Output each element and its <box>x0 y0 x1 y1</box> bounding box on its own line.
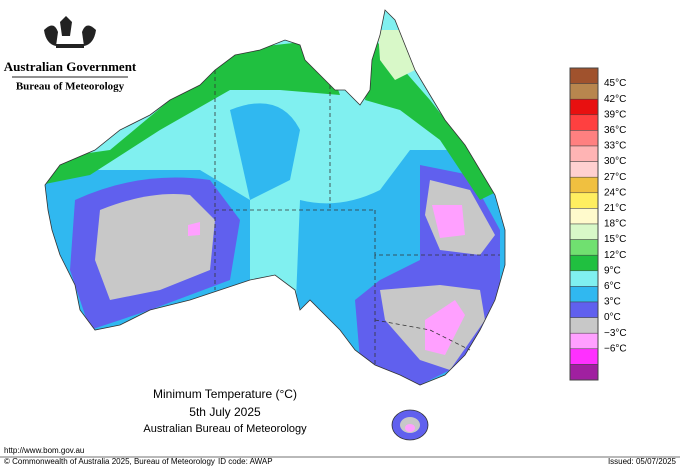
legend-label: 12°C <box>604 250 626 261</box>
map-source: Australian Bureau of Meteorology <box>143 423 307 435</box>
legend-label: 6°C <box>604 281 621 292</box>
legend-swatch <box>569 223 599 240</box>
legend-label: 33°C <box>604 141 626 152</box>
legend-label: 36°C <box>604 125 626 136</box>
legend-swatch <box>569 270 599 287</box>
legend-label: 45°C <box>604 78 626 89</box>
legend-swatch <box>569 145 599 162</box>
legend-swatch <box>569 83 599 100</box>
map-title: Minimum Temperature (°C) <box>153 387 297 401</box>
legend-swatch <box>569 317 599 334</box>
government-name: Australian Government <box>4 59 137 74</box>
legend-label: 24°C <box>604 187 626 198</box>
map-date: 5th July 2025 <box>189 405 261 419</box>
legend-swatch <box>569 161 599 178</box>
legend-swatch <box>569 208 599 225</box>
legend-swatch <box>569 254 599 272</box>
legend-label: 39°C <box>604 109 626 120</box>
footer-issued: Issued: 05/07/2025 <box>608 457 677 466</box>
footer-copyright: © Commonwealth of Australia 2025, Bureau… <box>4 457 215 466</box>
crest <box>44 16 96 48</box>
legend-swatch <box>569 286 599 303</box>
legend-label: 21°C <box>604 203 626 214</box>
footer-url: http://www.bom.gov.au <box>4 446 84 455</box>
legend-label: 18°C <box>604 219 626 230</box>
legend-label: 9°C <box>604 265 621 276</box>
legend-label: 42°C <box>604 94 626 105</box>
legend-label: 3°C <box>604 297 621 308</box>
legend-swatch <box>569 364 599 381</box>
legend-label: −6°C <box>604 343 627 354</box>
coastline <box>44 9 506 386</box>
legend: 45°C 42°C 39°C 36°C 33°C 30°C 27°C 24°C 21°C 18°C… <box>569 67 627 381</box>
state-borders <box>214 70 500 365</box>
legend-label: 27°C <box>604 172 626 183</box>
legend-swatch <box>569 176 599 194</box>
footer-id: ID code: AWAP <box>218 457 273 466</box>
legend-label: 15°C <box>604 234 626 245</box>
legend-swatch <box>569 192 599 209</box>
legend-swatch <box>569 130 599 147</box>
legend-label: 30°C <box>604 156 626 167</box>
legend-swatch <box>569 114 599 131</box>
legend-label: −3°C <box>604 328 627 339</box>
tasmania-coastline <box>391 409 429 441</box>
legend-swatch <box>569 67 599 84</box>
legend-swatch <box>569 348 599 365</box>
legend-frame <box>569 67 599 381</box>
legend-swatch <box>569 332 599 350</box>
legend-swatch <box>569 239 599 256</box>
bureau-name: Bureau of Meteorology <box>16 81 125 93</box>
legend-swatch <box>569 301 599 318</box>
legend-swatch <box>569 98 599 116</box>
legend-label: 0°C <box>604 312 621 323</box>
